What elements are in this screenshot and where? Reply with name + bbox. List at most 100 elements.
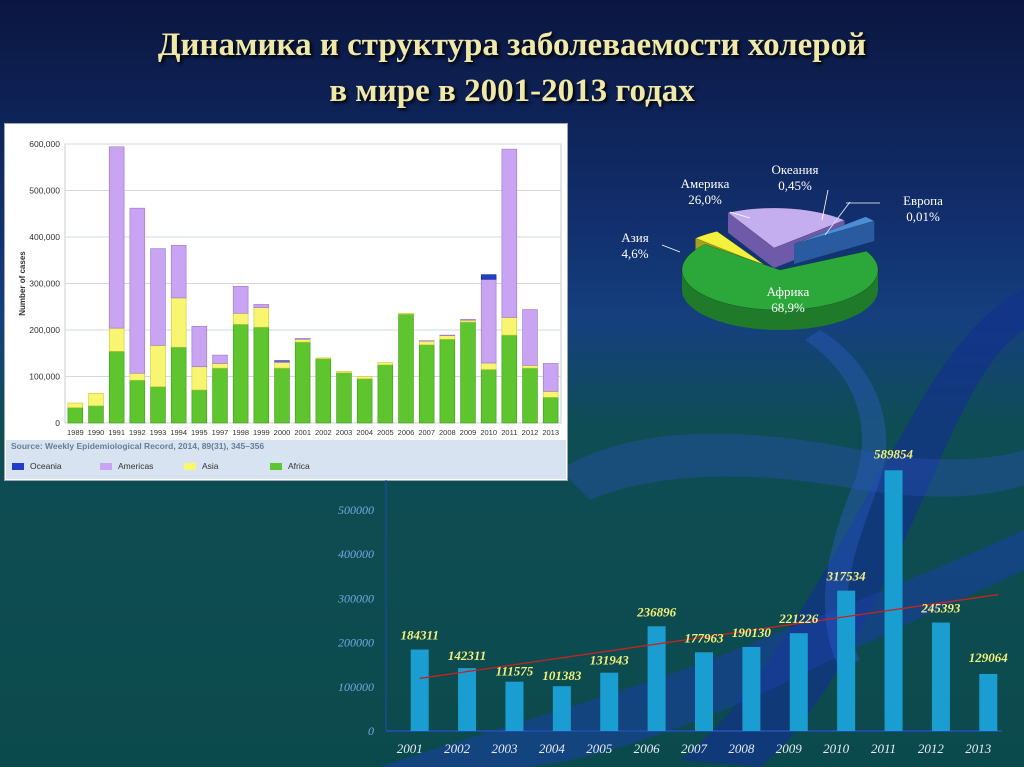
- who-y-tick-label: 400,000: [29, 232, 60, 242]
- who-bar-asia-2012: [522, 365, 538, 369]
- bar-2011: [884, 470, 903, 731]
- pie-slice-0: [681, 243, 879, 311]
- who-x-tick-label: 2013: [542, 428, 559, 437]
- bar-2006: [647, 626, 666, 731]
- pie-slice-3: [793, 216, 876, 245]
- bar-2002: [458, 668, 477, 731]
- bar-value-label-2013: 129064: [969, 650, 1009, 665]
- who-x-tick-label: 2000: [274, 428, 291, 437]
- who-x-tick-label: 2008: [439, 428, 456, 437]
- who-x-tick-label: 2009: [460, 428, 477, 437]
- legend-item-africa: Africa: [270, 461, 310, 471]
- slide-title-line-2: в мире в 2001-2013 годах: [329, 73, 695, 109]
- who-bar-asia-2003: [336, 371, 352, 374]
- who-bar-asia-1994: [170, 297, 187, 348]
- bar-2013: [979, 673, 998, 731]
- who-bar-asia-1991: [108, 327, 125, 352]
- legend-item-oceania: Oceania: [12, 461, 62, 471]
- who-bar-asia-2011: [501, 317, 518, 336]
- who-bar-asia-2001: [294, 339, 311, 343]
- wave-band-3: [560, 433, 1024, 500]
- bar-y-tick-label: 300000: [337, 591, 374, 605]
- who-x-tick-label: 1994: [170, 428, 187, 437]
- who-x-tick-label: 1989: [67, 428, 84, 437]
- who-bar-americas-1993: [150, 248, 166, 346]
- who-bar-africa-2012: [522, 367, 538, 424]
- bar-value-label-2003: 111575: [496, 664, 534, 679]
- who-x-tick-label: 2010: [480, 428, 497, 437]
- pie-leader-oceania: [821, 189, 829, 221]
- bar-x-tick-label: 2013: [965, 741, 992, 756]
- who-bar-asia-2000: [274, 362, 290, 369]
- who-bar-africa-2007: [418, 344, 435, 424]
- bar-x-tick-label: 2008: [728, 741, 755, 756]
- bar-x-tick-label: 2004: [539, 741, 566, 756]
- who-x-tick-label: 1991: [108, 428, 125, 437]
- who-bar-americas-2001: [294, 338, 311, 340]
- who-bar-asia-1990: [88, 392, 104, 407]
- pie-label-name-0: Африка: [767, 284, 810, 299]
- who-bar-americas-1994: [170, 245, 187, 299]
- who-stacked-chart-panel: 600,000 500,000 400,000 300,000 200,000 100,0…: [4, 123, 568, 481]
- pie-label-value-3: 0,45%: [778, 178, 812, 193]
- who-bar-oceania-2010: [480, 274, 497, 280]
- pie-label-name-3: Океания: [772, 162, 819, 177]
- legend-item-asia: Asia: [184, 461, 219, 471]
- bar-y-tick-label: 0: [368, 724, 374, 738]
- who-bar-americas-2010: [480, 279, 497, 364]
- legend-label-oceania: Oceania: [30, 461, 62, 471]
- who-x-tick-label: 2005: [377, 428, 394, 437]
- bar-value-label-2002: 142311: [448, 648, 486, 663]
- bar-x-tick-label: 2012: [918, 741, 945, 756]
- who-bar-africa-1997: [212, 367, 228, 424]
- legend-label-africa: Africa: [288, 461, 310, 471]
- bar-value-label-2011: 589854: [874, 446, 914, 461]
- wave-band-1: [680, 290, 1024, 767]
- pie-slice-europe-marker: [824, 201, 851, 236]
- who-x-tick-label: 1999: [253, 428, 270, 437]
- who-x-tick-label: 2002: [315, 428, 332, 437]
- bar-value-label-2006: 236896: [636, 604, 677, 619]
- who-bar-americas-2012: [522, 309, 538, 366]
- slide-title: Динамика и структура заболеваемости холе…: [0, 22, 1024, 114]
- who-bar-asia-1993: [150, 345, 166, 388]
- who-bar-americas-1999: [253, 304, 270, 308]
- bar-x-tick-label: 2010: [823, 741, 850, 756]
- who-bar-africa-2003: [336, 372, 352, 424]
- who-bar-africa-1992: [129, 379, 146, 424]
- who-bar-africa-2010: [480, 369, 497, 424]
- who-bar-africa-2004: [356, 378, 373, 424]
- who-stacked-bar-chart: 600,000 500,000 400,000 300,000 200,000 100,0…: [18, 139, 562, 437]
- bar-trendline: [419, 593, 999, 680]
- pie-label-value-4: 0,01%: [906, 209, 940, 224]
- bar-x-tick-label: 2011: [871, 741, 896, 756]
- who-x-tick-label: 2011: [501, 428, 517, 437]
- who-bar-asia-2010: [480, 362, 497, 370]
- pie-slice-1: [727, 207, 846, 249]
- who-x-tick-label: 1992: [129, 428, 146, 437]
- pie-label-value-0: 68,9%: [771, 300, 805, 315]
- bar-2005: [600, 672, 619, 731]
- bar-y-tick-label: 200000: [338, 636, 374, 650]
- bar-x-tick-label: 2007: [681, 741, 708, 756]
- who-bar-africa-2001: [294, 341, 311, 424]
- pie-label-name-4: Европа: [903, 193, 943, 208]
- who-bar-asia-1992: [129, 372, 146, 381]
- bar-2004: [552, 686, 571, 731]
- bar-2012: [931, 622, 950, 731]
- bar-2001: [410, 649, 429, 731]
- who-x-tick-label: 2007: [418, 428, 435, 437]
- who-bar-americas-1997: [212, 354, 228, 364]
- who-x-tick-label: 1990: [88, 428, 105, 437]
- pie-label-name-1: Америка: [681, 176, 730, 191]
- bar-value-label-2009: 221226: [778, 611, 819, 626]
- who-bar-africa-1995: [191, 389, 208, 424]
- who-chart-footer: Source: Weekly Epidemiological Record, 2…: [6, 440, 566, 479]
- who-bar-asia-2008: [439, 335, 456, 340]
- bar-value-label-2010: 317534: [826, 569, 867, 584]
- who-x-tick-label: 1993: [150, 428, 167, 437]
- who-x-tick-label: 2004: [356, 428, 373, 437]
- legend-swatch-oceania: [12, 463, 24, 471]
- who-bar-africa-1994: [170, 346, 187, 424]
- legend-swatch-americas: [100, 463, 112, 471]
